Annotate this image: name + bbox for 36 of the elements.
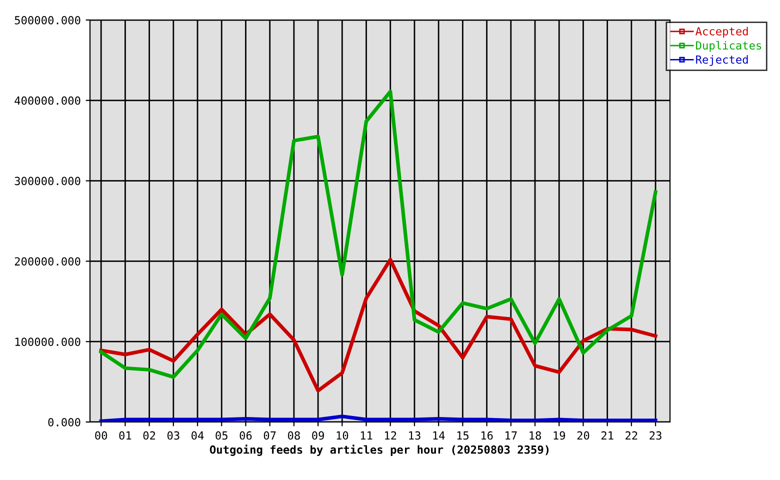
y-tick-label: 300000.000 [14, 176, 80, 186]
x-tick-label: 14 [433, 431, 445, 440]
x-tick-label: 18 [530, 431, 541, 440]
x-tick-label: 03 [167, 431, 180, 440]
x-tick-label: 00 [95, 431, 108, 440]
x-tick-label: 11 [360, 431, 372, 440]
y-tick-label: 400000.000 [14, 96, 80, 105]
x-tick-label: 01 [119, 431, 132, 440]
line-series [99, 90, 658, 379]
x-tick-label: 19 [554, 431, 566, 440]
x-tick-label: 06 [240, 431, 252, 440]
x-tick-label: 17 [506, 431, 517, 440]
x-tick-label: 07 [264, 431, 276, 440]
line-series [99, 258, 658, 392]
x-tick-label: 15 [457, 431, 468, 440]
x-tick-label: 12 [385, 431, 396, 440]
x-tick-label: 10 [336, 431, 348, 440]
legend-label: Rejected [696, 55, 748, 66]
x-axis-title: Outgoing feeds by articles per hour (20250803 2359) [210, 444, 549, 456]
y-tick-label: 100000.000 [15, 338, 80, 346]
x-tick-label: 21 [601, 431, 614, 440]
x-tick-label: 08 [288, 431, 300, 440]
legend-label: Duplicates [696, 40, 762, 52]
x-tick-label: 13 [409, 431, 420, 440]
x-tick-label: 20 [577, 431, 590, 440]
x-tick-label: 22 [626, 431, 638, 440]
y-tick-label: 500000.000 [14, 16, 80, 24]
x-tick-label: 09 [312, 431, 324, 440]
x-tick-label: 02 [143, 431, 156, 440]
x-tick-label: 05 [216, 431, 228, 440]
legend-label: Accepted [696, 26, 748, 38]
x-tick-label: 16 [481, 431, 493, 440]
y-tick-label: 0.000 [48, 418, 80, 426]
y-tick-label: 200000.000 [14, 257, 80, 266]
x-tick-label: 23 [650, 431, 662, 440]
x-tick-label: 04 [192, 431, 204, 440]
